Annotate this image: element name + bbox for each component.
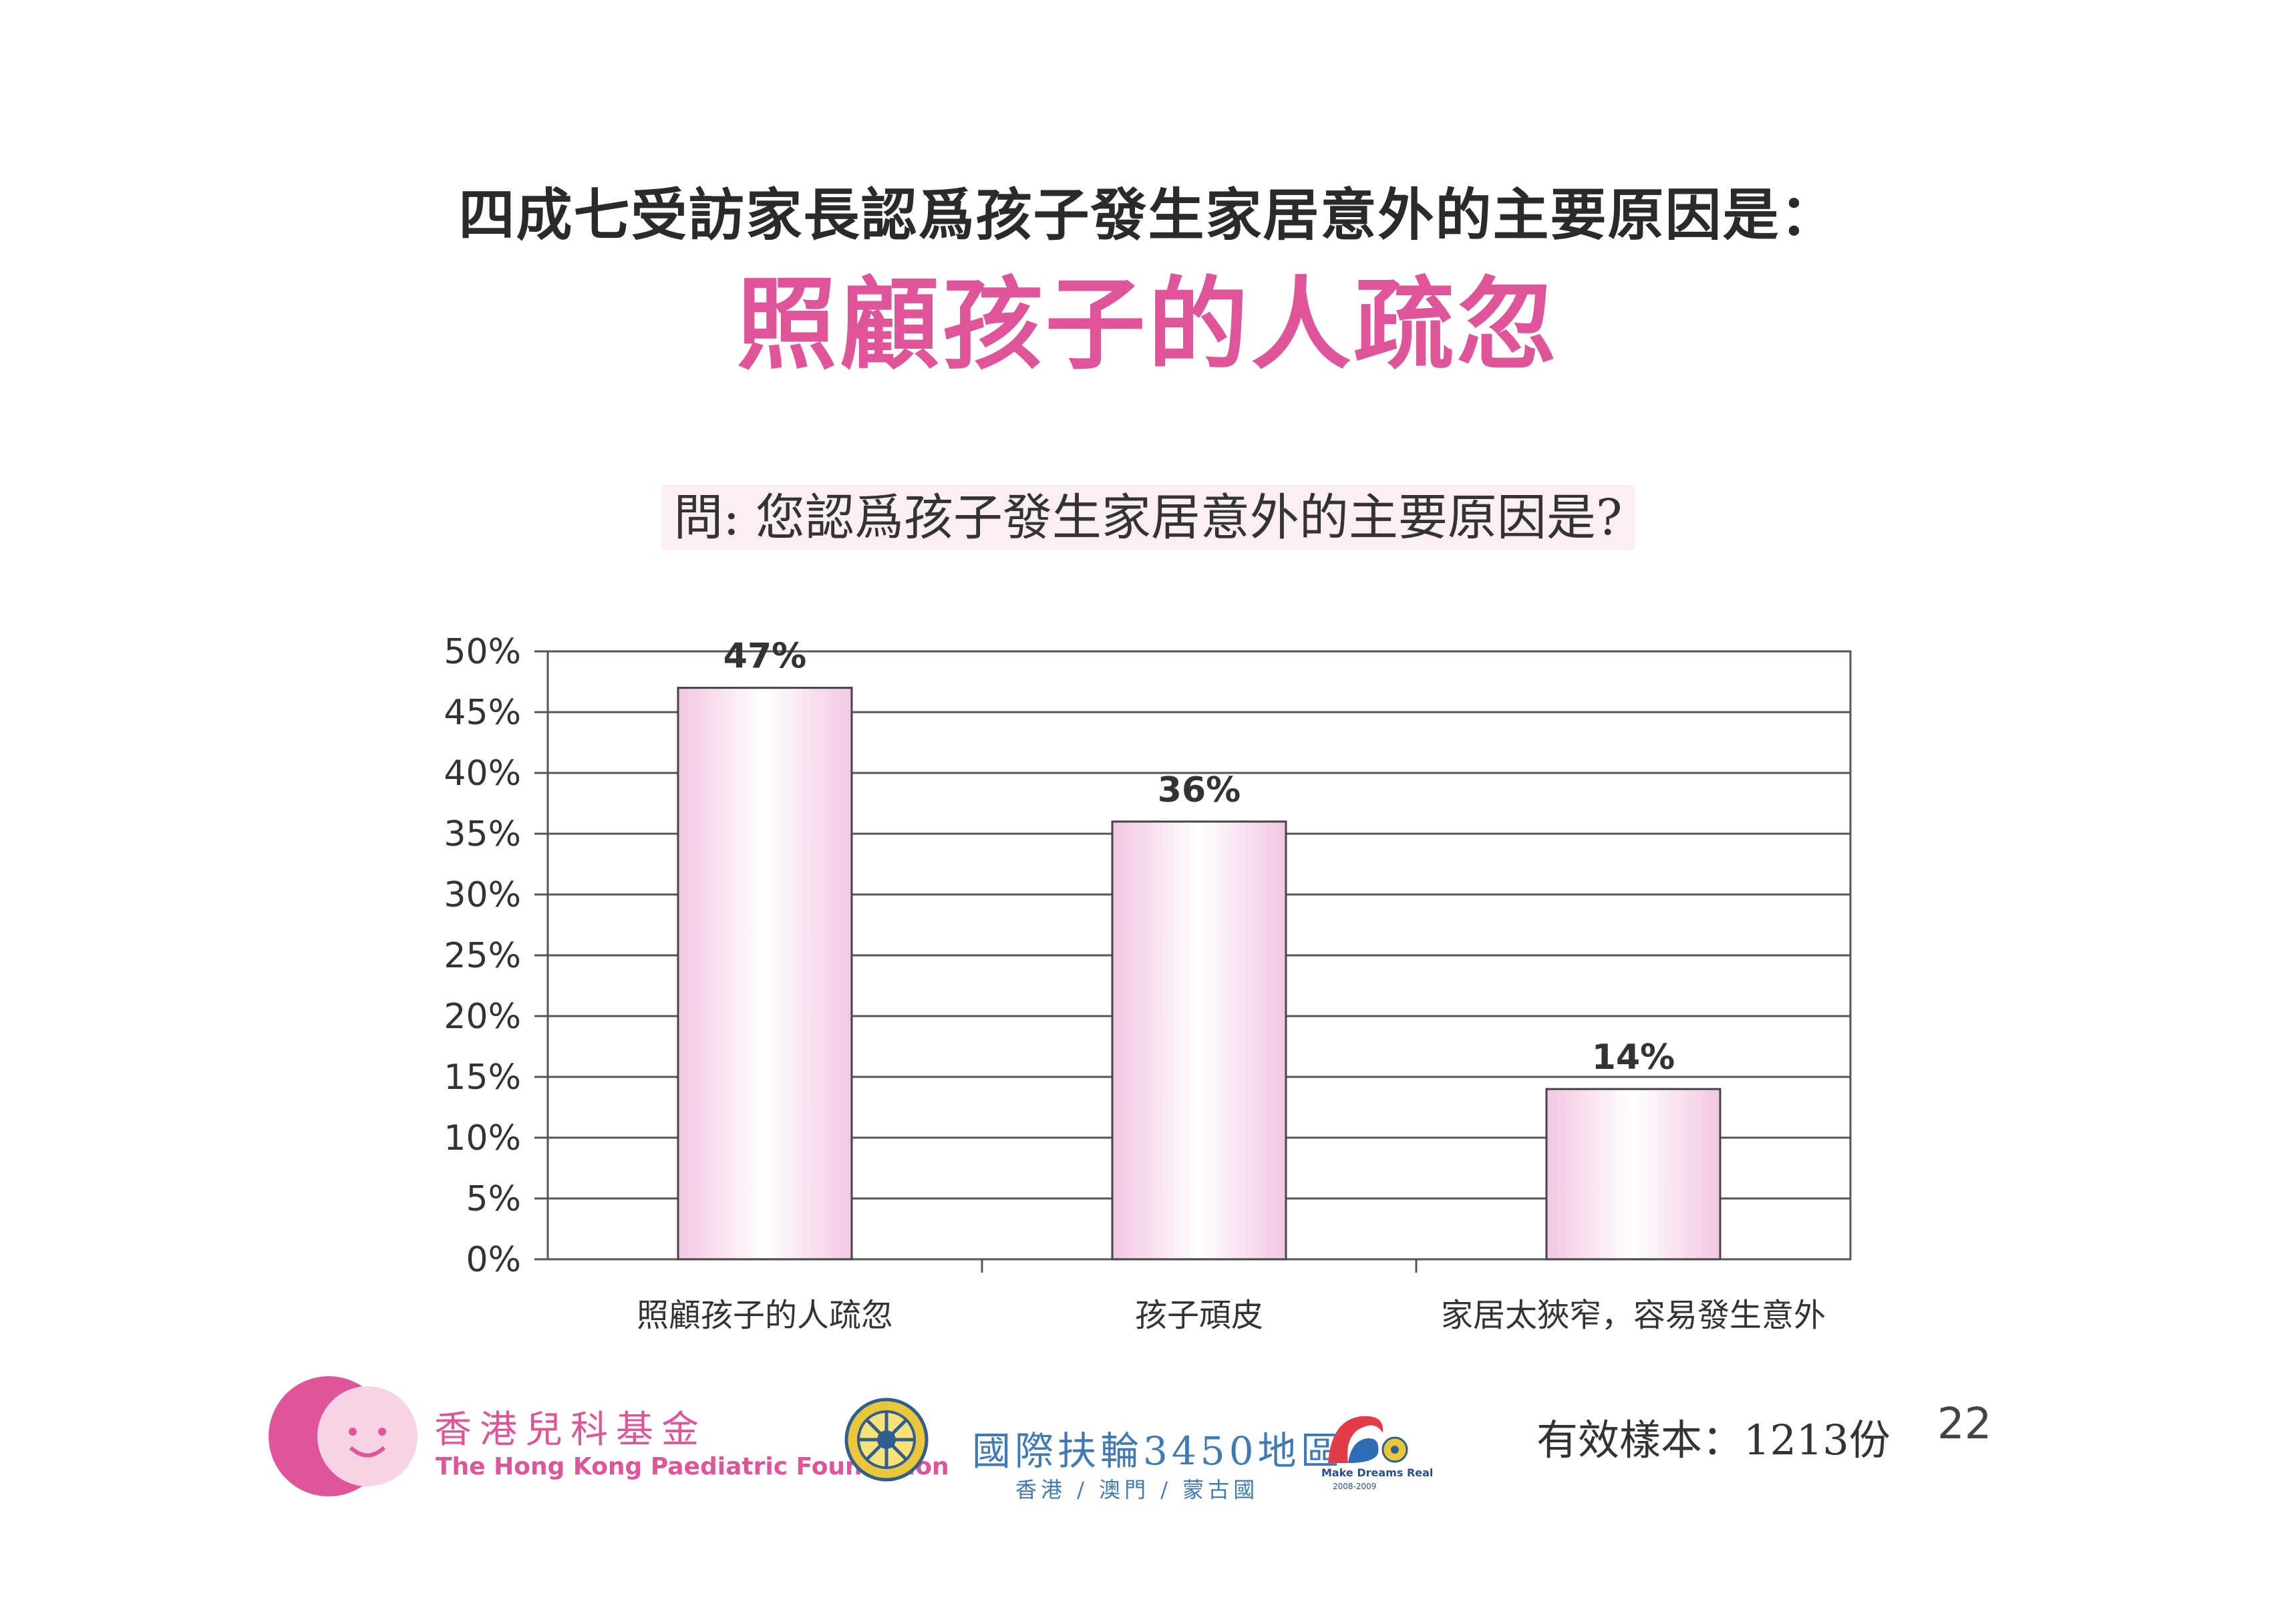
- data-label: 36%: [1158, 770, 1241, 810]
- x-tick-labels: 照顧孩子的人疏忽 孩子頑皮 家居太狹窄，容易發生意外: [637, 1259, 1826, 1334]
- sample-size: 有效樣本：1213份: [1536, 1416, 1891, 1464]
- bar: [1111, 820, 1287, 1261]
- x-tick-label: 照顧孩子的人疏忽: [637, 1297, 893, 1334]
- page-number: 22: [1937, 1400, 1992, 1449]
- make-dreams-real-year: 2008-2009: [1333, 1482, 1377, 1491]
- hkpf-logo-icon: [269, 1376, 418, 1496]
- x-tick-label: 孩子頑皮: [1135, 1297, 1263, 1334]
- bar-chart: 0% 5% 10% 15% 20% 25% 30% 35% 40% 45% 50% 47% 36% 14…: [444, 632, 1852, 1334]
- make-dreams-real-text: Make Dreams Real: [1321, 1466, 1434, 1479]
- make-dreams-real-logo-icon: [1328, 1416, 1408, 1463]
- y-tick-label: 35%: [444, 814, 521, 854]
- bar: [1545, 1088, 1721, 1261]
- hkpf-name-zh: 香港兒科基金: [434, 1408, 707, 1452]
- data-label: 47%: [723, 637, 806, 677]
- bars: [677, 687, 1721, 1261]
- y-tick-label: 40%: [444, 754, 521, 794]
- slide-title: 四成七受訪家長認爲孩子發生家居意外的主要原因是：: [458, 182, 1838, 248]
- y-tick-label: 0%: [466, 1240, 522, 1280]
- y-tick-label: 15%: [444, 1058, 521, 1098]
- y-tick-label: 5%: [466, 1179, 522, 1219]
- x-tick-label: 家居太狹窄，容易發生意外: [1441, 1297, 1826, 1334]
- y-tick-label: 50%: [444, 632, 521, 672]
- slide-highlight: 照顧孩子的人疏忽: [736, 267, 1560, 383]
- data-label: 14%: [1592, 1037, 1675, 1078]
- chart-title: 問: 您認爲孩子發生家居意外的主要原因是?: [0, 478, 2296, 550]
- y-tick-label: 30%: [444, 875, 521, 915]
- chart-title-text: 問: 您認爲孩子發生家居意外的主要原因是?: [661, 485, 1635, 550]
- rotary-wheel-icon: [844, 1398, 929, 1482]
- rotary-district-regions: 香港 / 澳門 / 蒙古國: [1015, 1477, 1259, 1502]
- bar: [677, 687, 853, 1261]
- y-tick-label: 25%: [444, 936, 521, 976]
- data-labels: 47% 36% 14%: [723, 637, 1675, 1078]
- y-tick-label: 20%: [444, 997, 521, 1037]
- y-tick-label: 45%: [444, 693, 521, 733]
- y-tick-label: 10%: [444, 1118, 521, 1158]
- y-tick-labels: 0% 5% 10% 15% 20% 25% 30% 35% 40% 45% 50%: [444, 632, 521, 1280]
- rotary-district-name: 國際扶輪3450地區: [972, 1428, 1343, 1474]
